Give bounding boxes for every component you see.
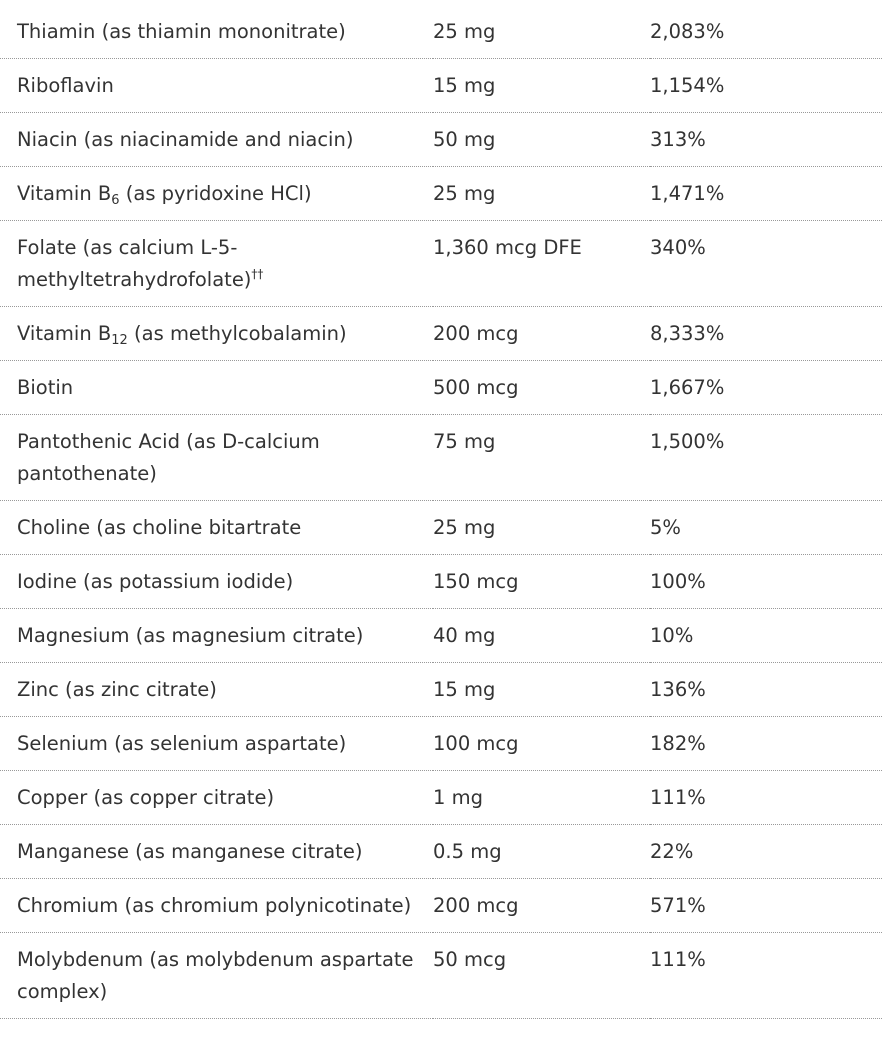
daily-value-percent: 1,471% [650, 166, 882, 221]
amount-per-serving: 150 mcg [433, 554, 650, 609]
nutrient-name-suffix: (as pyridoxine HCl) [119, 182, 312, 205]
amount-per-serving: 15 mg [433, 662, 650, 717]
daily-value-percent: 5% [650, 500, 882, 555]
nutrient-subscript: 6 [111, 193, 120, 208]
nutrient-name: Selenium (as selenium aspartate) [0, 716, 433, 771]
nutrient-row: Molybdenum (as molybdenum aspartate comp… [0, 932, 882, 1019]
daily-value-percent: 182% [650, 716, 882, 771]
amount-per-serving: 1 mg [433, 770, 650, 825]
nutrient-row: Vitamin B12 (as methylcobalamin) 200 mcg 8… [0, 306, 882, 361]
daily-value-percent: 1,500% [650, 414, 882, 501]
nutrient-name-text: Biotin [17, 376, 74, 399]
nutrient-name-text: Iodine (as potassium iodide) [17, 570, 294, 593]
amount-per-serving: 50 mcg [433, 932, 650, 1019]
nutrient-name-text: Choline (as choline bitartrate [17, 516, 302, 539]
nutrient-name-text: Magnesium (as magnesium citrate) [17, 624, 364, 647]
nutrient-name: Choline (as choline bitartrate [0, 500, 433, 555]
nutrient-name-text: Chromium (as chromium polynicotinate) [17, 894, 412, 917]
daily-value-percent: 340% [650, 220, 882, 307]
nutrient-name-text: Selenium (as selenium aspartate) [17, 732, 347, 755]
nutrient-name: Niacin (as niacinamide and niacin) [0, 112, 433, 167]
daily-value-percent: 1,667% [650, 360, 882, 415]
nutrient-row: Vitamin B6 (as pyridoxine HCl) 25 mg 1,471… [0, 166, 882, 221]
daily-value-percent: 100% [650, 554, 882, 609]
amount-per-serving: 25 mg [433, 500, 650, 555]
amount-per-serving: 200 mcg [433, 306, 650, 361]
daily-value-percent: 111% [650, 932, 882, 1019]
amount-per-serving: 500 mcg [433, 360, 650, 415]
nutrient-name-suffix: (as methylcobalamin) [127, 322, 347, 345]
nutrient-name-text: Manganese (as manganese citrate) [17, 840, 363, 863]
nutrient-name: Iodine (as potassium iodide) [0, 554, 433, 609]
nutrient-name-text: Molybdenum (as molybdenum aspartate comp… [17, 948, 414, 1003]
nutrient-name: Vitamin B6 (as pyridoxine HCl) [0, 166, 433, 221]
daily-value-percent: 111% [650, 770, 882, 825]
nutrient-row: Niacin (as niacinamide and niacin) 50 mg 3… [0, 112, 882, 167]
daily-value-percent: 2,083% [650, 5, 882, 59]
nutrient-row: Magnesium (as magnesium citrate) 40 mg 10% [0, 608, 882, 663]
nutrient-row: Biotin 500 mcg 1,667% [0, 360, 882, 415]
daily-value-percent: 313% [650, 112, 882, 167]
amount-per-serving: 0.5 mg [433, 824, 650, 879]
nutrient-row: Iodine (as potassium iodide) 150 mcg 100% [0, 554, 882, 609]
footnote-marker: †† [251, 267, 264, 281]
nutrient-row: Chromium (as chromium polynicotinate) 200… [0, 878, 882, 933]
nutrient-name: Manganese (as manganese citrate) [0, 824, 433, 879]
nutrient-name: Copper (as copper citrate) [0, 770, 433, 825]
amount-per-serving: 100 mcg [433, 716, 650, 771]
nutrient-name: Folate (as calcium L-5-methyltetrahydrof… [0, 220, 433, 307]
amount-per-serving: 25 mg [433, 5, 650, 59]
supplement-facts-table: Thiamin (as thiamin mononitrate) 25 mg 2,0… [0, 5, 882, 1019]
nutrient-row: Manganese (as manganese citrate) 0.5 mg 22… [0, 824, 882, 879]
nutrient-name-text: Vitamin B [17, 182, 112, 205]
amount-per-serving: 200 mcg [433, 878, 650, 933]
nutrient-row: Folate (as calcium L-5-methyltetrahydrof… [0, 220, 882, 307]
nutrient-name: Molybdenum (as molybdenum aspartate comp… [0, 932, 433, 1019]
amount-per-serving: 75 mg [433, 414, 650, 501]
amount-per-serving: 50 mg [433, 112, 650, 167]
nutrient-row: Riboflavin 15 mg 1,154% [0, 58, 882, 113]
nutrient-name: Vitamin B12 (as methylcobalamin) [0, 306, 433, 361]
nutrient-row: Choline (as choline bitartrate 25 mg 5% [0, 500, 882, 555]
nutrient-name: Thiamin (as thiamin mononitrate) [0, 5, 433, 59]
nutrient-name: Biotin [0, 360, 433, 415]
amount-per-serving: 1,360 mcg DFE [433, 220, 650, 307]
daily-value-percent: 1,154% [650, 58, 882, 113]
nutrient-name: Zinc (as zinc citrate) [0, 662, 433, 717]
nutrient-row: Copper (as copper citrate) 1 mg 111% [0, 770, 882, 825]
nutrient-row: Zinc (as zinc citrate) 15 mg 136% [0, 662, 882, 717]
nutrient-name-text: Riboflavin [17, 74, 114, 97]
nutrient-name: Pantothenic Acid (as D-calcium pantothen… [0, 414, 433, 501]
nutrient-name: Riboflavin [0, 58, 433, 113]
nutrient-name-text: Folate (as calcium L-5-methyltetrahydrof… [17, 236, 252, 291]
nutrient-row: Pantothenic Acid (as D-calcium pantothen… [0, 414, 882, 501]
daily-value-percent: 8,333% [650, 306, 882, 361]
daily-value-percent: 22% [650, 824, 882, 879]
daily-value-percent: 136% [650, 662, 882, 717]
nutrient-name-text: Thiamin (as thiamin mononitrate) [17, 20, 346, 43]
nutrient-name-text: Niacin (as niacinamide and niacin) [17, 128, 354, 151]
nutrient-name-text: Zinc (as zinc citrate) [17, 678, 217, 701]
nutrient-name-text: Pantothenic Acid (as D-calcium pantothen… [17, 430, 320, 485]
nutrient-name-text: Vitamin B [17, 322, 112, 345]
nutrient-row: Thiamin (as thiamin mononitrate) 25 mg 2,0… [0, 5, 882, 59]
nutrient-name: Magnesium (as magnesium citrate) [0, 608, 433, 663]
nutrient-subscript: 12 [111, 333, 128, 348]
nutrient-name-text: Copper (as copper citrate) [17, 786, 275, 809]
nutrient-row: Selenium (as selenium aspartate) 100 mcg 1… [0, 716, 882, 771]
amount-per-serving: 40 mg [433, 608, 650, 663]
daily-value-percent: 571% [650, 878, 882, 933]
nutrient-name: Chromium (as chromium polynicotinate) [0, 878, 433, 933]
daily-value-percent: 10% [650, 608, 882, 663]
amount-per-serving: 25 mg [433, 166, 650, 221]
amount-per-serving: 15 mg [433, 58, 650, 113]
